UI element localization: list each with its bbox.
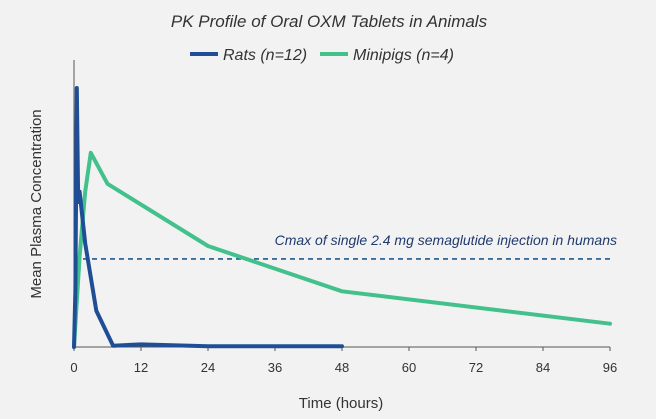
x-tick-label: 84 [536, 360, 550, 375]
legend: Rats (n=12) Minipigs (n=4) [190, 47, 454, 64]
x-tick-label: 96 [603, 360, 617, 375]
x-tick-label: 72 [469, 360, 483, 375]
x-tick-label: 48 [335, 360, 349, 375]
legend-label-minipigs: Minipigs (n=4) [353, 47, 454, 64]
y-axis-title: Mean Plasma Concentration [28, 109, 45, 298]
chart-title: PK Profile of Oral OXM Tablets in Animal… [171, 12, 488, 31]
legend-label-rats: Rats (n=12) [223, 47, 307, 64]
series-line-minipigs [72, 150, 612, 349]
series-line-rats [72, 86, 344, 349]
reference-line-label: Cmax of single 2.4 mg semaglutide inject… [275, 232, 617, 248]
x-tick-label: 60 [402, 360, 416, 375]
axes [73, 60, 610, 348]
x-tick-label: 24 [201, 360, 215, 375]
series-lines [72, 86, 612, 349]
x-tick-labels: 0 12 24 36 48 60 72 84 96 [70, 347, 617, 375]
x-axis-title: Time (hours) [299, 395, 383, 412]
x-tick-label: 12 [134, 360, 148, 375]
x-tick-label: 36 [268, 360, 282, 375]
x-tick-label: 0 [70, 360, 77, 375]
